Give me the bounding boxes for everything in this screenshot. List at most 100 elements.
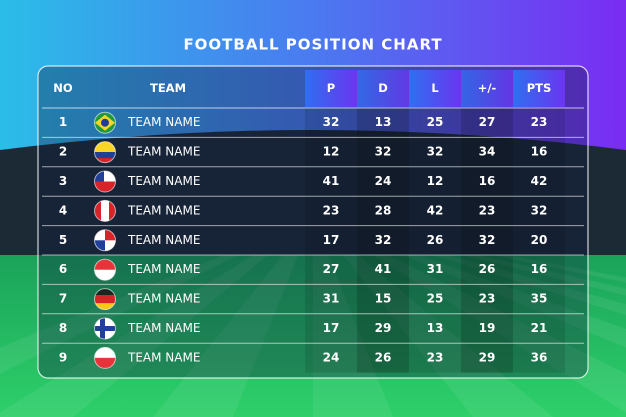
- stripe: [493, 255, 626, 283]
- flag-body: [94, 141, 116, 163]
- stripe: [153, 255, 298, 417]
- flag-body: [94, 112, 116, 134]
- flag-part: [94, 141, 116, 153]
- flag: [94, 317, 116, 340]
- column-bg: [305, 108, 357, 373]
- column-header: L: [431, 81, 439, 95]
- stat: 12: [323, 145, 340, 159]
- flag-body: [94, 229, 116, 251]
- column-bg: [409, 108, 461, 373]
- rank: 5: [59, 233, 67, 247]
- flag-outline: [94, 317, 116, 340]
- flag-outline: [94, 229, 116, 252]
- flag-part: [100, 318, 105, 339]
- stat: 23: [531, 115, 548, 129]
- stat: 25: [427, 115, 444, 129]
- title: FOOTBALL POSITION CHART: [183, 36, 442, 54]
- stat: 32: [427, 145, 444, 159]
- team-name: TEAM NAME: [127, 233, 200, 247]
- stat: 27: [323, 262, 340, 276]
- flag-part: [94, 288, 116, 296]
- stripe: [313, 255, 393, 417]
- column-header: P: [327, 81, 335, 95]
- flag-part: [101, 118, 109, 127]
- rank: 4: [59, 203, 67, 217]
- stat: 41: [375, 262, 392, 276]
- team-name: TEAM NAME: [127, 145, 200, 159]
- stat: 32: [531, 203, 548, 217]
- column-header: TEAM: [150, 81, 186, 95]
- flag-part: [94, 269, 116, 281]
- flag-part: [94, 171, 104, 182]
- column-header-bg: [357, 70, 409, 107]
- stat: 32: [479, 233, 496, 247]
- stat: 27: [479, 115, 496, 129]
- team-name: TEAM NAME: [127, 115, 200, 129]
- stripe: [433, 255, 626, 316]
- stat: 29: [375, 321, 392, 335]
- team-name: TEAM NAME: [127, 262, 200, 276]
- stat: 16: [531, 262, 548, 276]
- column-header: +/-: [478, 81, 497, 95]
- stat: 26: [479, 262, 496, 276]
- flag-part: [94, 240, 105, 251]
- column-header-bg: [305, 70, 357, 107]
- rank: 1: [59, 115, 67, 129]
- flag-part: [94, 303, 116, 310]
- flag-body: [94, 171, 116, 192]
- flag-part: [94, 357, 116, 369]
- rank: 3: [59, 174, 67, 188]
- rank: 8: [59, 321, 67, 335]
- flag-outline: [94, 170, 116, 193]
- stat: 28: [375, 203, 392, 217]
- column-header-bg: [513, 70, 565, 107]
- flag-body: [94, 347, 116, 369]
- rank: 7: [59, 292, 67, 306]
- flag-part: [94, 171, 116, 182]
- flag-body: [94, 288, 116, 310]
- flag-part: [105, 229, 116, 241]
- column-header: D: [378, 81, 388, 95]
- stat: 12: [427, 174, 444, 188]
- stat: 20: [531, 233, 548, 247]
- stat: 19: [479, 321, 496, 335]
- column-header-bg: [409, 70, 461, 107]
- stat: 41: [323, 174, 340, 188]
- flag-body: [94, 259, 116, 281]
- stripe: [373, 255, 626, 413]
- flag: [94, 111, 116, 134]
- flag-outline: [94, 288, 116, 311]
- flag-outline: [94, 111, 116, 134]
- stat: 23: [427, 350, 444, 364]
- stat: 24: [375, 174, 392, 188]
- stat: 23: [479, 292, 496, 306]
- flag: [94, 170, 116, 193]
- stat: 31: [323, 292, 340, 306]
- flag: [94, 141, 116, 164]
- field-stripes: [0, 255, 626, 417]
- stat: 16: [531, 145, 548, 159]
- rank: 2: [59, 145, 67, 159]
- stat: 25: [427, 292, 444, 306]
- flag-body: [94, 200, 116, 222]
- flag-outline: [94, 141, 116, 164]
- stat: 32: [375, 145, 392, 159]
- stat: 17: [323, 233, 340, 247]
- column-header-bg: [461, 70, 513, 107]
- team-name: TEAM NAME: [127, 292, 200, 306]
- flag-part: [94, 181, 116, 192]
- column-header: PTS: [527, 81, 552, 95]
- stripe: [463, 255, 626, 296]
- column-header: NO: [53, 81, 73, 95]
- stripe: [403, 255, 626, 348]
- stat: 42: [427, 203, 444, 217]
- stat: 29: [479, 350, 496, 364]
- flag: [94, 199, 116, 222]
- flag-outline: [94, 346, 116, 369]
- stat: 32: [323, 115, 340, 129]
- rank: 9: [59, 350, 67, 364]
- flag-part: [94, 295, 116, 304]
- stat: 36: [531, 350, 548, 364]
